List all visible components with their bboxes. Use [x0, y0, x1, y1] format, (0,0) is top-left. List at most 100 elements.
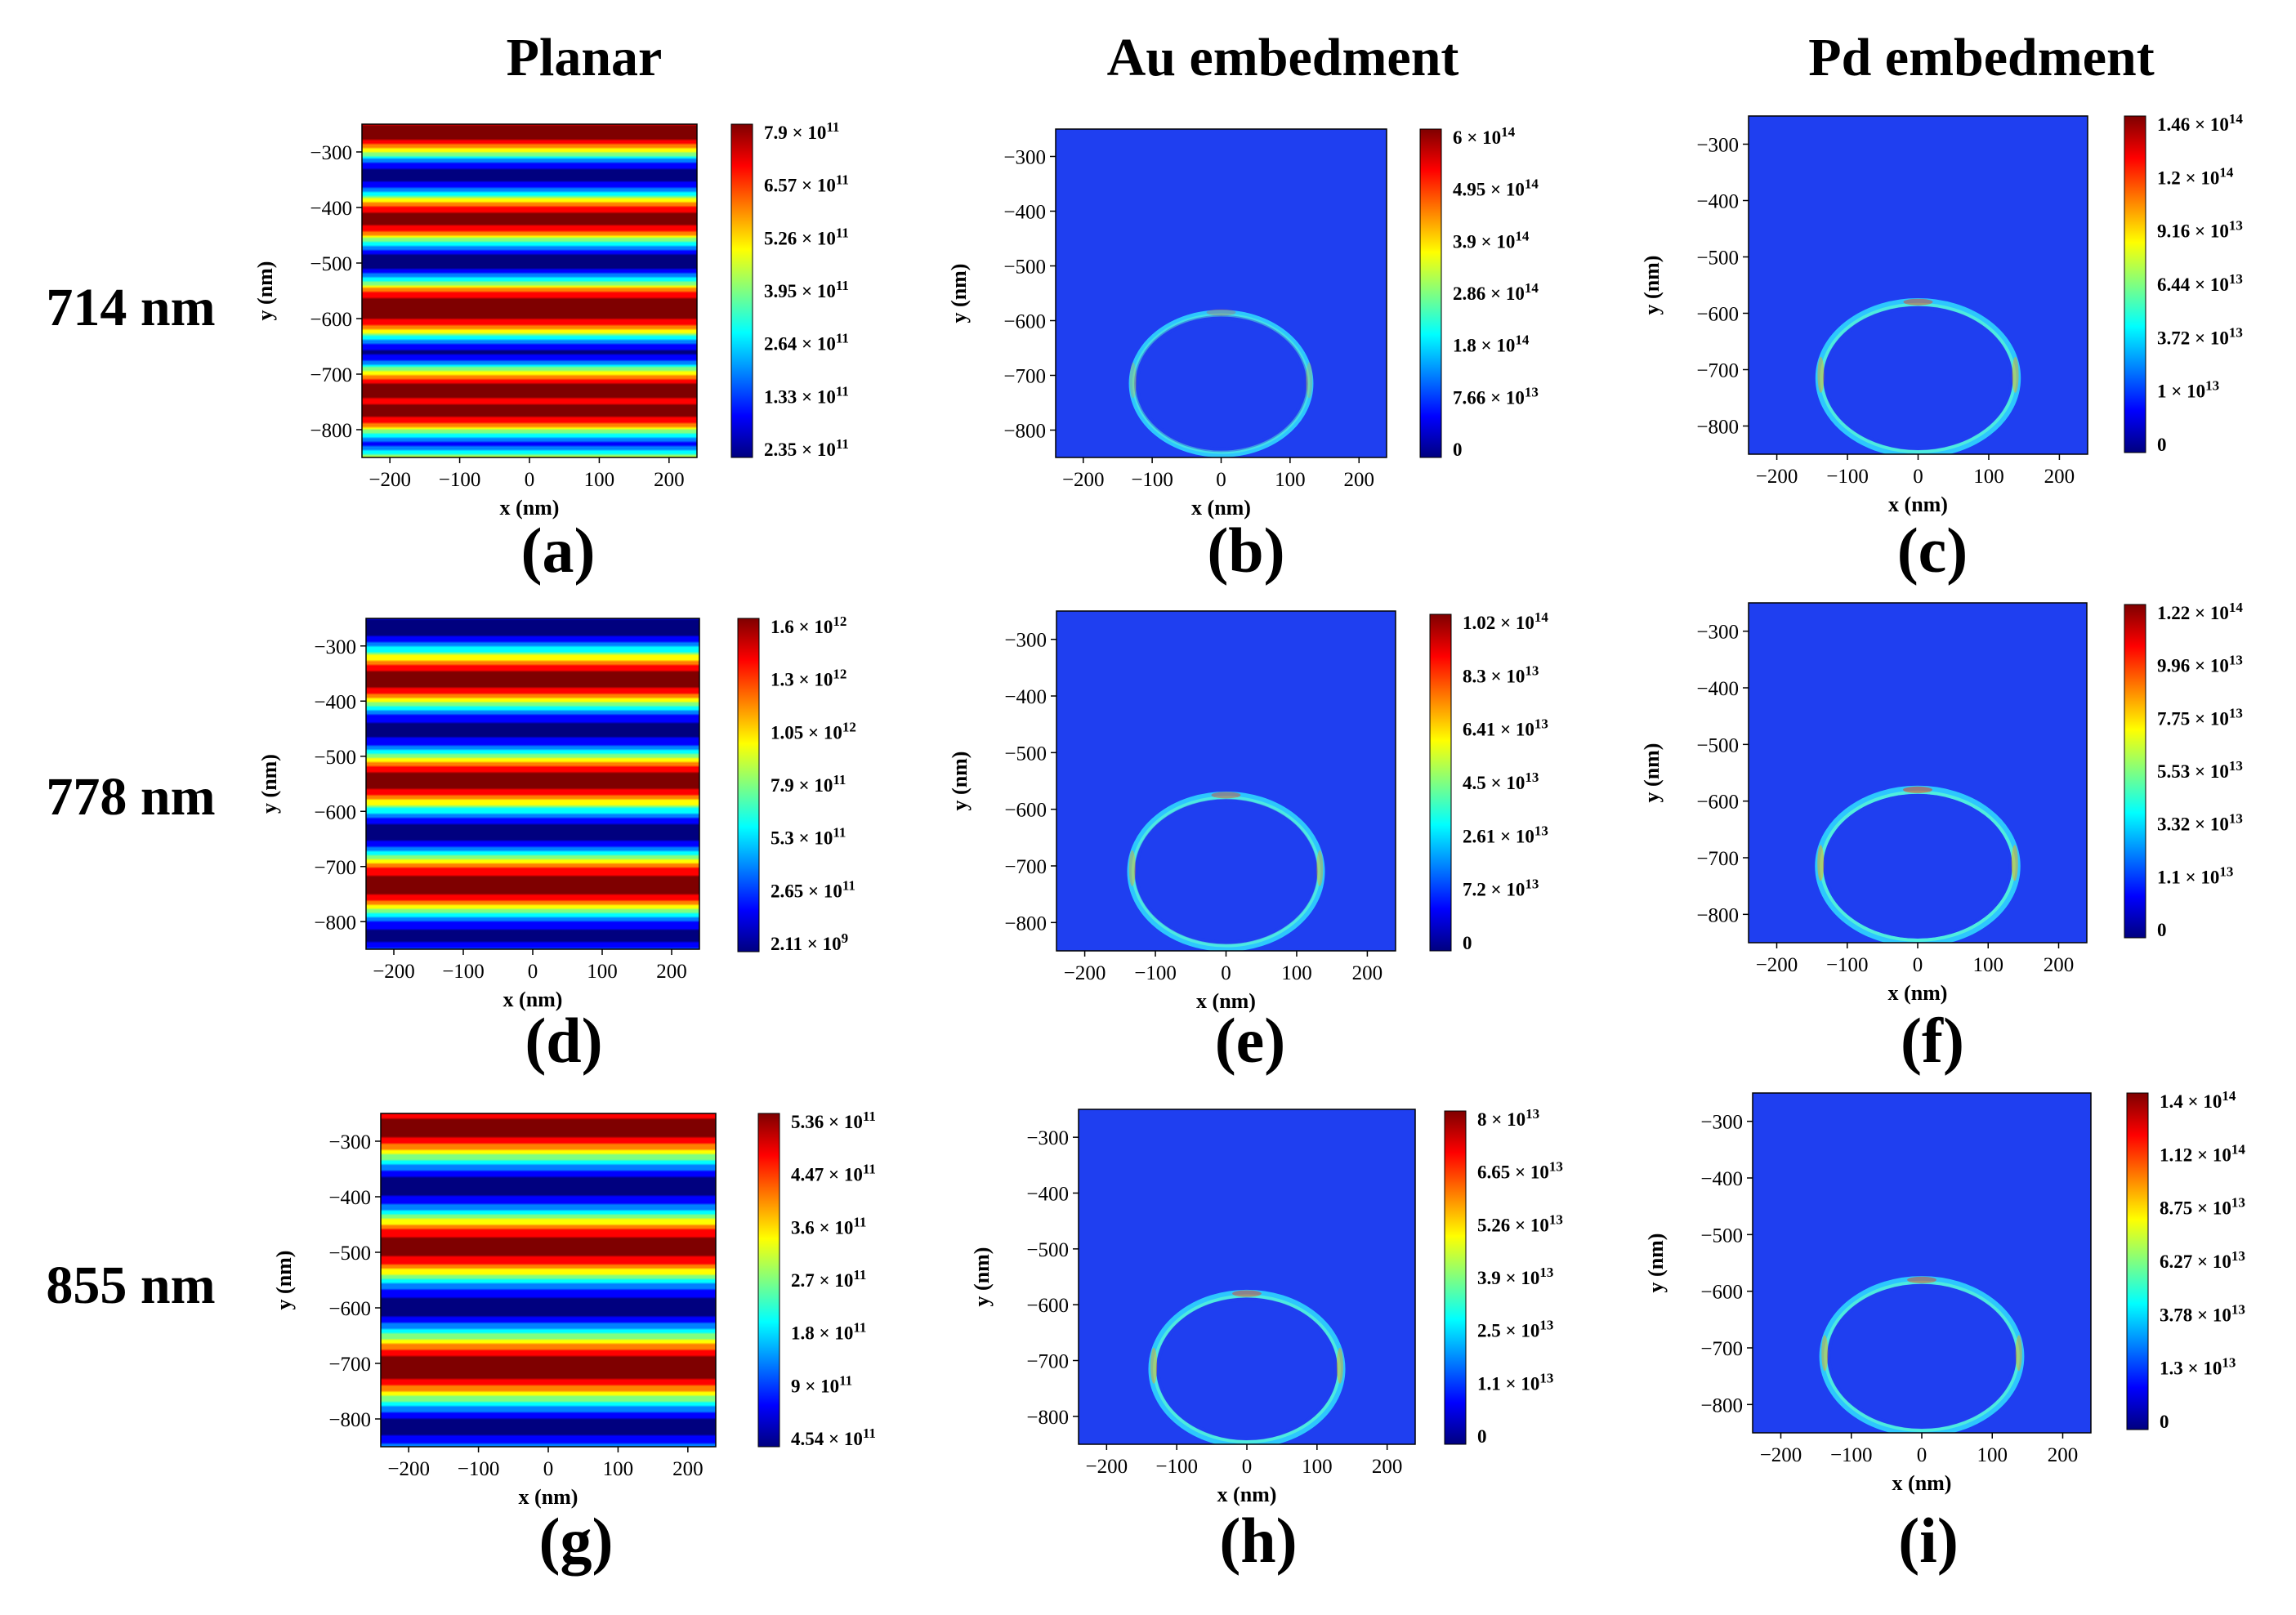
particle-rim-glow — [1128, 310, 1314, 457]
x-tick-label: 100 — [587, 961, 618, 983]
colorbar-tick-label: 5.36 × 1011 — [791, 1109, 876, 1132]
colorbar-tick-label: 2.65 × 1011 — [771, 877, 855, 901]
colorbar-tick-label: 7.66 × 1013 — [1453, 384, 1539, 408]
colorbar-tick-label: 1.4 × 1014 — [2160, 1088, 2236, 1112]
colorbar-tick-label: 9.16 × 1013 — [2157, 218, 2243, 242]
colorbar-tick-label: 0 — [1477, 1426, 1487, 1447]
colorbar-tick-label: 7.2 × 1013 — [1463, 877, 1539, 900]
y-tick-label: −400 — [310, 198, 352, 220]
x-tick-label: 0 — [1913, 954, 1923, 976]
x-tick-label: 0 — [1913, 466, 1923, 488]
particle-body — [1826, 309, 2010, 447]
colorbar-tick-label: 1.2 × 1014 — [2157, 164, 2234, 188]
x-tick-label: 200 — [656, 961, 687, 983]
particle-body — [1159, 1300, 1334, 1437]
y-tick-label: −600 — [328, 1298, 371, 1320]
x-tick-label: −200 — [1062, 469, 1105, 491]
x-tick-label: 100 — [1281, 962, 1312, 984]
x-tick-label: 100 — [1973, 466, 2004, 488]
particle-field — [1815, 785, 2021, 943]
x-tick-label: 200 — [1372, 1456, 1403, 1478]
hotspot-left — [1817, 845, 1825, 881]
colorbar-tick-label: 1.8 × 1014 — [1453, 332, 1530, 356]
hotspot-right — [2012, 356, 2019, 393]
hotspot-right — [2015, 1335, 2022, 1372]
y-tick-label: −600 — [1696, 304, 1739, 326]
y-tick-label: −700 — [328, 1354, 371, 1376]
column-title-planar: Planar — [507, 28, 663, 87]
colorbar-tick-label: 6.27 × 1013 — [2160, 1248, 2245, 1272]
colorbar-tick-label: 1.1 × 1013 — [1477, 1370, 1553, 1394]
x-tick-label: 100 — [1973, 954, 2004, 976]
colorbar-tick-label: 4.54 × 1011 — [791, 1425, 876, 1449]
colorbar-tick-label: 3.9 × 1014 — [1453, 228, 1530, 252]
x-tick-label: 100 — [1275, 469, 1306, 491]
x-tick-label: −200 — [1756, 466, 1798, 488]
x-tick-label: −200 — [1756, 954, 1798, 976]
x-tick-label: 200 — [1352, 962, 1383, 984]
colorbar-tick-label: 0 — [1453, 439, 1463, 460]
colorbar — [2126, 1092, 2149, 1430]
x-tick-label: −100 — [1155, 1456, 1198, 1478]
hotspot-right — [1306, 362, 1313, 399]
hotspot-top — [1903, 298, 1933, 306]
y-tick-label: −500 — [1026, 1239, 1069, 1261]
x-tick-label: 200 — [1344, 469, 1375, 491]
panel-label: (f) — [1901, 1005, 1964, 1076]
colorbar-tick-label: 3.78 × 1013 — [2160, 1301, 2245, 1325]
panel-i: −200 −100 0 100 200 −300 −400 −500 −600 −700 −800 x… — [1644, 1088, 2245, 1576]
y-tick-label: −500 — [1004, 743, 1047, 765]
particle-body — [1137, 802, 1315, 941]
colorbar — [737, 618, 760, 952]
colorbar-tick-label: 0 — [2157, 920, 2167, 940]
x-axis-label: x (nm) — [519, 1485, 578, 1509]
y-tick-label: −800 — [1696, 904, 1739, 926]
particle-field — [1148, 1289, 1346, 1444]
colorbar-tick-label: 1 × 1013 — [2157, 378, 2219, 402]
y-tick-label: −300 — [1003, 147, 1046, 169]
colorbar-tick-label: 3.95 × 1011 — [764, 278, 849, 301]
particle-field — [1128, 309, 1314, 457]
row-label-855: 855 nm — [46, 1256, 215, 1315]
y-tick-label: −800 — [328, 1409, 371, 1431]
x-tick-label: 0 — [1221, 962, 1231, 984]
panel-a: −200 −100 0 100 200 −300 −400 −500 −600 −700 −800 x… — [253, 119, 849, 586]
particle-rim — [1132, 313, 1311, 454]
colorbar-tick-label: 1.05 × 1012 — [771, 719, 856, 743]
x-axis-label: x (nm) — [500, 496, 560, 520]
y-axis-label: y (nm) — [257, 754, 281, 814]
y-tick-label: −800 — [1700, 1394, 1743, 1416]
colorbar-tick-label: 0 — [1463, 933, 1472, 953]
panel-label: (d) — [525, 1005, 602, 1076]
colorbar-tick-label: 2.86 × 1014 — [1453, 280, 1539, 304]
colorbar-tick-label: 3.32 × 1013 — [2157, 811, 2243, 835]
y-axis-label: y (nm) — [1644, 1234, 1668, 1293]
x-tick-label: −100 — [1131, 469, 1173, 491]
x-tick-label: 100 — [1977, 1444, 2008, 1466]
panel-c: −200 −100 0 100 200 −300 −400 −500 −600 −700 −800 x… — [1640, 111, 2243, 586]
heatmap-field — [362, 124, 697, 457]
hotspot-right — [1336, 1347, 1343, 1384]
y-tick-label: −300 — [328, 1131, 371, 1153]
colorbar — [2124, 604, 2146, 939]
x-tick-label: −200 — [369, 469, 411, 491]
x-tick-label: −200 — [1086, 1456, 1128, 1478]
colorbar-tick-label: 3.72 × 1013 — [2157, 324, 2243, 348]
colorbar-tick-label: 5.53 × 1013 — [2157, 758, 2243, 782]
colorbar-tick-label: 1.33 × 1011 — [764, 383, 849, 407]
particle-body — [1138, 319, 1304, 448]
colorbar-tick-label: 1.02 × 1014 — [1463, 609, 1548, 633]
y-tick-label: −700 — [1004, 856, 1047, 878]
colorbar-tick-label: 2.61 × 1013 — [1463, 823, 1548, 846]
particle-rim-glow — [1127, 792, 1325, 951]
y-tick-label: −500 — [1696, 734, 1739, 756]
y-tick-label: −400 — [328, 1187, 371, 1209]
hotspot-left — [1150, 1347, 1158, 1384]
y-tick-label: −700 — [310, 364, 352, 386]
colorbar-tick-label: 1.8 × 1011 — [791, 1320, 866, 1344]
panel-label: (b) — [1207, 515, 1284, 586]
y-axis-label: y (nm) — [1640, 743, 1664, 803]
colorbar-tick-label: 2.7 × 1011 — [791, 1267, 866, 1291]
y-tick-label: −300 — [1696, 135, 1739, 157]
y-tick-label: −800 — [1003, 421, 1046, 443]
